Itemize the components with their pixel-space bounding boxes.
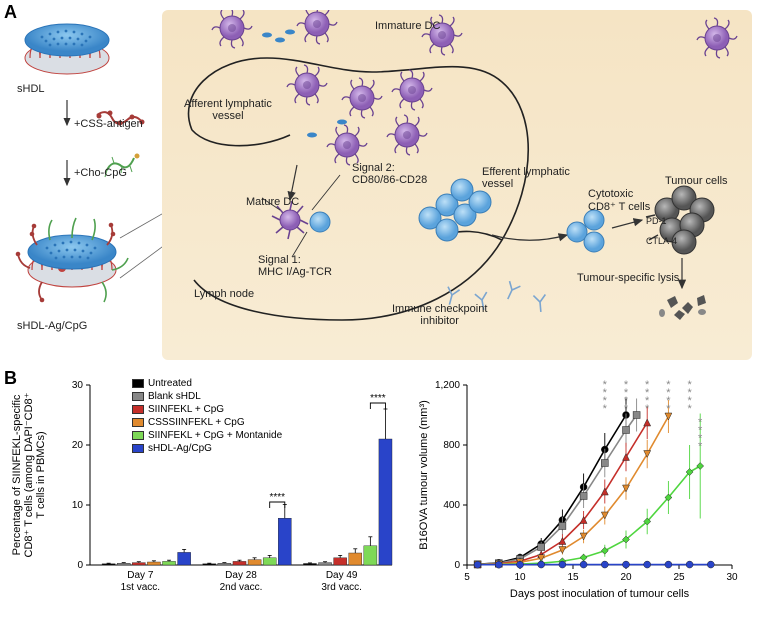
afferent-label: Afferent lymphatic vessel (184, 98, 272, 122)
svg-text:*: * (603, 379, 608, 391)
legend-item: sHDL-Ag/CpG (132, 442, 282, 454)
legend-swatch (132, 392, 144, 401)
legend-label: SIINFEKL + CpG (148, 404, 224, 415)
svg-text:30: 30 (726, 572, 738, 583)
efferent-label: Efferent lymphatic vessel (482, 166, 570, 190)
svg-text:5: 5 (464, 572, 470, 583)
svg-text:*: * (666, 379, 671, 391)
svg-text:20: 20 (620, 572, 632, 583)
svg-text:Day 7: Day 7 (127, 570, 154, 581)
legend-label: CSSSIINFEKL + CpG (148, 417, 245, 428)
svg-text:****: **** (370, 393, 386, 404)
tcell-bound-icon (310, 212, 330, 232)
signal1-label: Signal 1: MHC I/Ag-TCR (258, 254, 332, 278)
line-chart: 0 400 800 1,200 5 10 15 20 25 30 Days post inocula… (412, 375, 742, 610)
tcell-cluster (419, 179, 491, 241)
bar-legend: Untreated Blank sHDL SIINFEKL + CpG CSSSIIN… (132, 377, 282, 455)
legend-label: SIINFEKL + CpG + Montanide (148, 430, 282, 441)
legend-swatch (132, 418, 144, 427)
immature-dc-label: Immature DC (375, 20, 440, 32)
css-antigen-label: +CSS-antigen (74, 118, 143, 130)
svg-text:800: 800 (443, 440, 460, 451)
lymph-node-label: Lymph node (194, 288, 254, 300)
svg-text:400: 400 (443, 500, 460, 511)
ici-label: Immune checkpoint inhibitor (392, 303, 487, 327)
legend-label: sHDL-Ag/CpG (148, 443, 212, 454)
svg-text:10: 10 (514, 572, 526, 583)
signal2-label: Signal 2: CD80/86-CD28 (352, 162, 427, 186)
cytotoxic-label: Cytotoxic CD8⁺ T cells (588, 188, 650, 213)
dc-in-node (287, 65, 432, 165)
ctla4-label: CTLA-4 (646, 236, 677, 246)
svg-text:0: 0 (454, 560, 460, 571)
svg-text:Days post inoculation of tumou: Days post inoculation of tumour cells (510, 588, 690, 600)
panel-b: 0 10 20 30 Percentage of SIINFEKL-specificCD… (12, 375, 742, 615)
lysis-label: Tumour-specific lysis (577, 272, 679, 284)
svg-text:Percentage of SIINFEKL-specifi: Percentage of SIINFEKL-specificCD8⁺ T ce… (12, 392, 47, 557)
svg-text:Day 28: Day 28 (225, 570, 257, 581)
legend-item: SIINFEKL + CpG (132, 403, 282, 415)
svg-text:1st vacc.: 1st vacc. (121, 582, 160, 593)
svg-text:*: * (645, 379, 650, 391)
legend-swatch (132, 444, 144, 453)
legend-item: Untreated (132, 377, 282, 389)
shdl-ag-cpg-label: sHDL-Ag/CpG (17, 320, 87, 332)
pd1-label: PD-1 (646, 216, 667, 226)
svg-text:1,200: 1,200 (435, 380, 460, 391)
svg-text:15: 15 (567, 572, 579, 583)
cho-cpg-label: +Cho-CpG (74, 167, 127, 179)
svg-text:B16OVA tumour volume (mm³): B16OVA tumour volume (mm³) (418, 400, 430, 550)
svg-text:20: 20 (72, 440, 84, 451)
shdl-ag-cpg-disc-icon (16, 218, 128, 302)
svg-text:****: **** (269, 492, 285, 503)
legend-swatch (132, 379, 144, 388)
panel-a: - sHDL-Ag/CpG disc --> (12, 10, 742, 360)
tumour-cells-label: Tumour cells (665, 175, 728, 187)
legend-item: SIINFEKL + CpG + Montanide (132, 429, 282, 441)
legend-item: Blank sHDL (132, 390, 282, 402)
legend-item: CSSSIINFEKL + CpG (132, 416, 282, 428)
debris-icon (659, 295, 706, 320)
svg-text:2nd vacc.: 2nd vacc. (220, 582, 263, 593)
legend-label: Untreated (148, 378, 192, 389)
svg-text:*: * (624, 379, 629, 391)
legend-swatch (132, 431, 144, 440)
legend-swatch (132, 405, 144, 414)
svg-text:25: 25 (673, 572, 685, 583)
svg-text:Day 49: Day 49 (326, 570, 358, 581)
shdl-disc-icon (25, 24, 109, 74)
cytotoxic-tcells (567, 210, 604, 252)
shdl-label: sHDL (17, 83, 45, 95)
legend-label: Blank sHDL (148, 391, 201, 402)
svg-text:0: 0 (77, 560, 83, 571)
svg-text:3rd vacc.: 3rd vacc. (321, 582, 362, 593)
svg-text:*: * (698, 417, 703, 429)
svg-text:10: 10 (72, 500, 84, 511)
left-pathway: - sHDL-Ag/CpG disc --> (12, 10, 162, 360)
mature-dc-label: Mature DC (246, 196, 299, 208)
svg-text:*: * (687, 379, 692, 391)
svg-text:30: 30 (72, 380, 84, 391)
